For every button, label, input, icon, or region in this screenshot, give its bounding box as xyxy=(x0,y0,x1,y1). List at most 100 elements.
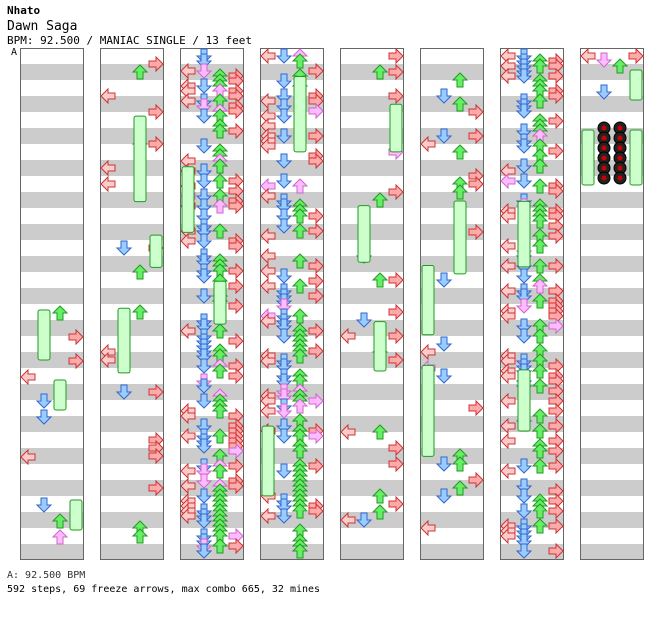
beat-stripe xyxy=(20,512,84,528)
beat-stripe xyxy=(340,240,404,256)
beat-stripe xyxy=(20,256,84,272)
beat-stripe xyxy=(500,544,564,560)
beat-stripe xyxy=(20,448,84,464)
beat-stripe xyxy=(340,208,404,224)
beat-stripe xyxy=(260,224,324,240)
freeze-arrow xyxy=(69,499,83,531)
up-arrow xyxy=(531,278,549,294)
left-arrow xyxy=(500,237,516,255)
chart-column xyxy=(580,47,644,560)
right-arrow xyxy=(228,477,244,495)
beat-stripe xyxy=(260,112,324,128)
beat-stripe xyxy=(20,336,84,352)
up-arrow xyxy=(291,178,309,194)
down-arrow xyxy=(195,358,213,374)
down-arrow xyxy=(275,463,293,479)
beat-stripe xyxy=(180,416,244,432)
beat-stripe xyxy=(260,128,324,144)
beat-stripe xyxy=(180,144,244,160)
beat-stripe xyxy=(260,496,324,512)
down-arrow xyxy=(515,158,533,174)
beat-stripe xyxy=(420,304,484,320)
beat-stripe xyxy=(20,544,84,560)
right-arrow xyxy=(548,227,564,245)
beat-stripe xyxy=(100,448,164,464)
beat-stripe xyxy=(500,400,564,416)
left-arrow xyxy=(500,207,516,225)
beat-stripe xyxy=(180,208,244,224)
right-arrow xyxy=(388,327,404,345)
down-arrow xyxy=(115,384,133,400)
beat-stripe xyxy=(20,128,84,144)
beat-stripe xyxy=(420,208,484,224)
beat-stripe xyxy=(580,512,644,528)
right-arrow xyxy=(308,257,324,275)
down-arrow xyxy=(515,488,533,504)
beat-stripe xyxy=(20,80,84,96)
beat-stripe xyxy=(580,432,644,448)
beat-stripe xyxy=(260,464,324,480)
up-arrow xyxy=(531,178,549,194)
chart-column xyxy=(20,48,84,560)
left-arrow xyxy=(260,262,276,280)
beat-stripe xyxy=(500,528,564,544)
beat-stripe xyxy=(580,80,644,96)
up-arrow xyxy=(531,238,549,254)
down-arrow xyxy=(515,503,533,519)
beat-stripe xyxy=(420,320,484,336)
beat-stripe xyxy=(500,192,564,208)
beat-stripe xyxy=(100,416,164,432)
up-arrow xyxy=(51,513,69,529)
beat-stripe xyxy=(580,416,644,432)
beat-stripe xyxy=(180,352,244,368)
right-arrow xyxy=(468,223,484,241)
beat-stripe xyxy=(260,400,324,416)
beat-stripe xyxy=(100,352,164,368)
beat-stripe xyxy=(100,176,164,192)
beat-stripe xyxy=(20,48,84,64)
beat-stripe xyxy=(100,80,164,96)
chart-info: BPM: 92.500 / MANIAC SINGLE / 13 feet xyxy=(7,34,253,47)
left-arrow xyxy=(260,47,276,65)
freeze-arrow xyxy=(629,129,643,186)
down-arrow xyxy=(515,138,533,154)
down-arrow xyxy=(275,48,293,64)
beat-stripe xyxy=(180,496,244,512)
beat-stripe xyxy=(420,80,484,96)
beat-stripe xyxy=(20,304,84,320)
beat-stripe xyxy=(500,64,564,80)
beat-stripe xyxy=(260,336,324,352)
beat-stripe xyxy=(340,224,404,240)
freeze-arrow xyxy=(357,205,371,263)
up-arrow xyxy=(531,458,549,474)
beat-stripe xyxy=(20,272,84,288)
chart-column xyxy=(340,47,404,560)
beat-stripe xyxy=(100,288,164,304)
bpm-legend: A: 92.500 BPM xyxy=(7,570,86,581)
down-arrow xyxy=(435,336,453,352)
left-arrow xyxy=(260,312,276,330)
right-arrow xyxy=(548,517,564,535)
down-arrow xyxy=(515,298,533,314)
up-arrow xyxy=(531,503,549,519)
beat-stripe xyxy=(100,400,164,416)
beat-stripe xyxy=(260,208,324,224)
down-arrow xyxy=(195,513,213,529)
beat-stripe xyxy=(500,336,564,352)
beat-stripe xyxy=(100,464,164,480)
left-arrow xyxy=(180,322,196,340)
beat-stripe xyxy=(100,528,164,544)
up-arrow xyxy=(371,504,389,520)
left-arrow xyxy=(260,137,276,155)
beat-stripe xyxy=(420,192,484,208)
beat-stripe xyxy=(260,272,324,288)
mine-core xyxy=(617,135,623,141)
left-arrow xyxy=(500,417,516,435)
left-arrow xyxy=(500,462,516,480)
up-arrow xyxy=(451,72,469,88)
left-arrow xyxy=(580,47,596,65)
mine-core xyxy=(601,165,607,171)
up-arrow xyxy=(291,253,309,269)
left-arrow xyxy=(500,282,516,300)
beat-stripe xyxy=(500,208,564,224)
